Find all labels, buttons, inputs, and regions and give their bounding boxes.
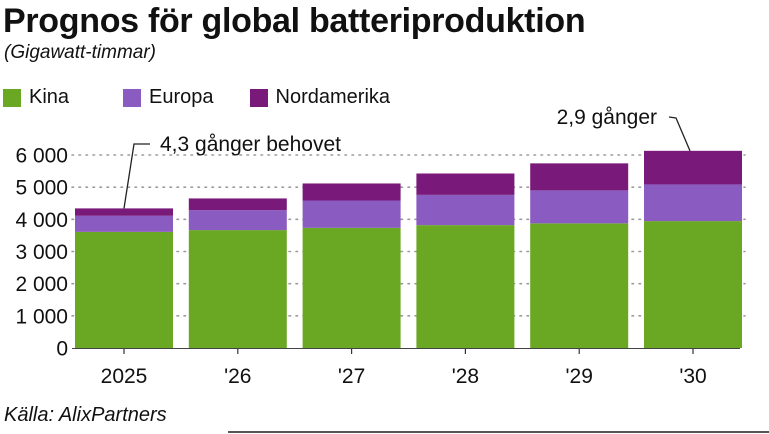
legend: Kina Europa Nordamerika (3, 86, 422, 109)
annotation-leader-line (668, 116, 691, 152)
legend-item-nordamerika: Nordamerika (249, 86, 391, 109)
bar-segment-europa (188, 210, 287, 231)
y-tick-label: 0 (56, 338, 68, 361)
x-tick-label: '26 (224, 365, 251, 388)
chart-title: Prognos för global batteriproduktion (3, 2, 586, 40)
bar-segment-nordamerika (188, 198, 287, 211)
legend-item-kina: Kina (3, 86, 69, 109)
annotation-label: 2,9 gånger (557, 106, 657, 129)
y-tick-label: 4 000 (15, 209, 68, 232)
y-tick-label: 1 000 (15, 305, 68, 328)
x-tick-label: '29 (566, 365, 593, 388)
y-tick-label: 3 000 (15, 241, 68, 264)
bar-segment-europa (530, 190, 629, 224)
chart-subtitle: (Gigawatt-timmar) (4, 42, 157, 63)
gridlines (71, 154, 746, 317)
bar-segment-kina (302, 227, 401, 348)
source-note: Källa: AlixPartners (4, 404, 167, 426)
bar-segment-nordamerika (530, 163, 629, 191)
legend-swatch-kina (3, 88, 21, 107)
bar-segment-europa (302, 200, 401, 228)
x-tick-label: '28 (452, 365, 479, 388)
annotation-label: 4,3 gånger behovet (160, 133, 341, 156)
bar-segment-europa (416, 194, 515, 226)
bottom-rule (228, 431, 769, 433)
legend-label-nordamerika: Nordamerika (275, 86, 391, 108)
y-tick-label: 5 000 (15, 177, 68, 200)
bar-segment-nordamerika (644, 150, 742, 185)
y-tick-label: 2 000 (15, 273, 68, 296)
legend-swatch-europa (123, 88, 142, 107)
bar-segment-nordamerika (75, 208, 173, 216)
annotations: 4,3 gånger behovet 2,9 gånger (123, 106, 691, 209)
bar-segment-kina (530, 223, 629, 348)
annotation-leader-line (123, 143, 150, 209)
legend-swatch-nordamerika (249, 88, 268, 107)
bar-segment-kina (644, 221, 742, 348)
bar-segment-nordamerika (302, 183, 401, 201)
bar-segment-nordamerika (416, 173, 515, 195)
bar-segment-kina (188, 230, 287, 348)
x-tick-label: '30 (679, 365, 706, 388)
bar-segment-europa (644, 184, 742, 222)
x-tick-label: 2025 (101, 365, 148, 388)
bar-segment-kina (416, 225, 515, 348)
legend-label-kina: Kina (29, 86, 70, 108)
x-axis: 2025 '26 '27 '28 '29 '30 (72, 348, 740, 388)
y-tick-label: 6 000 (15, 145, 68, 168)
legend-item-europa: Europa (123, 86, 214, 109)
bar-segment-kina (75, 231, 173, 348)
x-tick-label: '27 (338, 365, 365, 388)
legend-label-europa: Europa (149, 86, 214, 108)
bar-segment-europa (75, 215, 173, 232)
y-axis: 0 1 000 2 000 3 000 4 000 5 000 6 000 (15, 145, 68, 361)
bars (75, 150, 742, 348)
